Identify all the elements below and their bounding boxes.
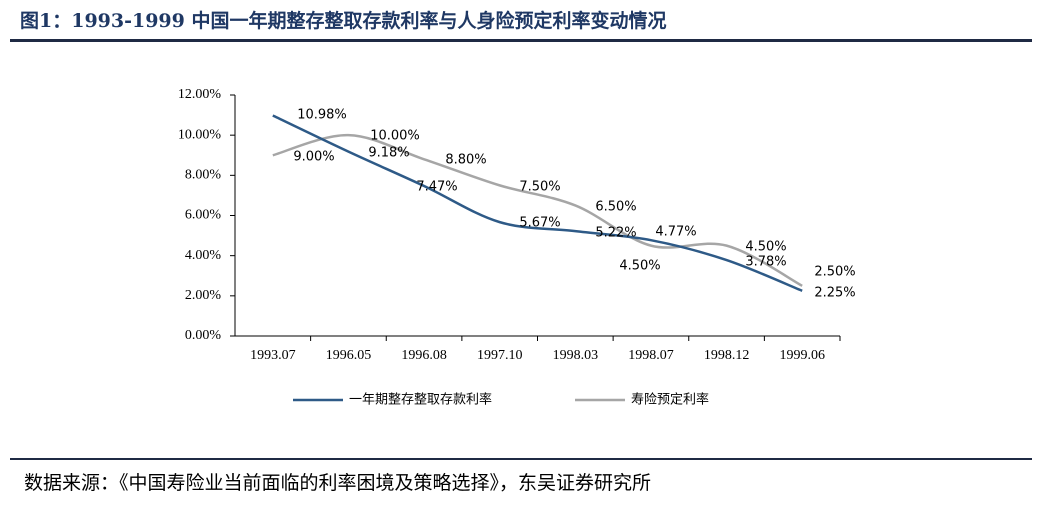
y-tick-label: 6.00%	[185, 208, 222, 223]
x-tick-label: 1998.07	[628, 348, 674, 363]
source-note: 数据来源：《中国寿险业当前面临的利率困境及策略选择》，东吴证券研究所	[24, 472, 652, 494]
data-label: 4.50%	[745, 240, 786, 255]
x-tick-label: 1996.08	[401, 348, 447, 363]
data-label: 9.18%	[368, 146, 409, 161]
rule	[10, 458, 1032, 460]
x-tick-label: 1997.10	[477, 348, 523, 363]
data-label: 4.50%	[619, 259, 660, 274]
legend-label: 一年期整存整取存款利率	[349, 392, 492, 408]
x-tick-label: 1996.05	[326, 348, 372, 363]
series-line	[272, 133, 803, 287]
y-tick-label: 10.00%	[178, 127, 222, 142]
figure-title: 图1：1993-1999 中国一年期整存整取存款利率与人身险预定利率变动情况	[20, 10, 667, 32]
y-tick-label: 0.00%	[185, 328, 222, 343]
y-tick-label: 4.00%	[185, 248, 222, 263]
data-label: 7.47%	[416, 180, 457, 195]
x-tick-label: 1998.03	[553, 348, 599, 363]
data-label: 10.98%	[297, 108, 347, 123]
data-label: 6.50%	[595, 200, 636, 215]
x-tick-label: 1993.07	[250, 348, 296, 363]
data-label: 2.50%	[814, 265, 855, 280]
y-tick-label: 8.00%	[185, 168, 222, 183]
data-label: 8.80%	[445, 153, 486, 168]
x-tick-label: 1998.12	[704, 348, 750, 363]
x-tick-label: 1999.06	[779, 348, 825, 363]
rule	[10, 39, 1032, 42]
data-label: 10.00%	[370, 129, 420, 144]
data-label: 5.22%	[595, 226, 636, 241]
data-label: 4.77%	[655, 225, 696, 240]
data-label: 5.67%	[519, 216, 560, 231]
y-tick-label: 2.00%	[185, 288, 222, 303]
data-label: 7.50%	[519, 180, 560, 195]
data-label: 2.25%	[814, 286, 855, 301]
data-label: 3.78%	[745, 255, 786, 270]
y-tick-label: 12.00%	[178, 87, 222, 102]
legend-label: 寿险预定利率	[631, 392, 709, 408]
data-label: 9.00%	[293, 150, 334, 165]
series-line	[272, 114, 803, 292]
